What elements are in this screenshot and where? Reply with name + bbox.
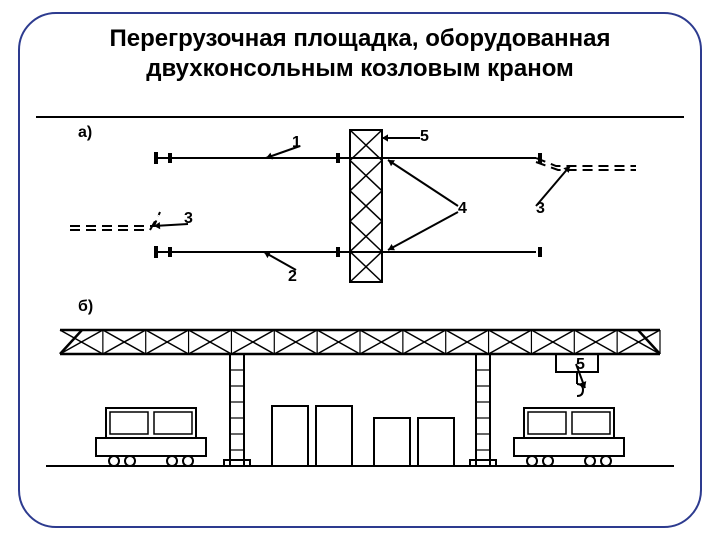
slide-title: Перегрузочная площадка, оборудованная дв… bbox=[40, 24, 680, 84]
diagram-b-elevation-view bbox=[36, 316, 684, 486]
title-divider bbox=[36, 116, 684, 118]
section-b-label: б) bbox=[78, 298, 93, 316]
diagram-a-plan-view bbox=[36, 126, 684, 296]
